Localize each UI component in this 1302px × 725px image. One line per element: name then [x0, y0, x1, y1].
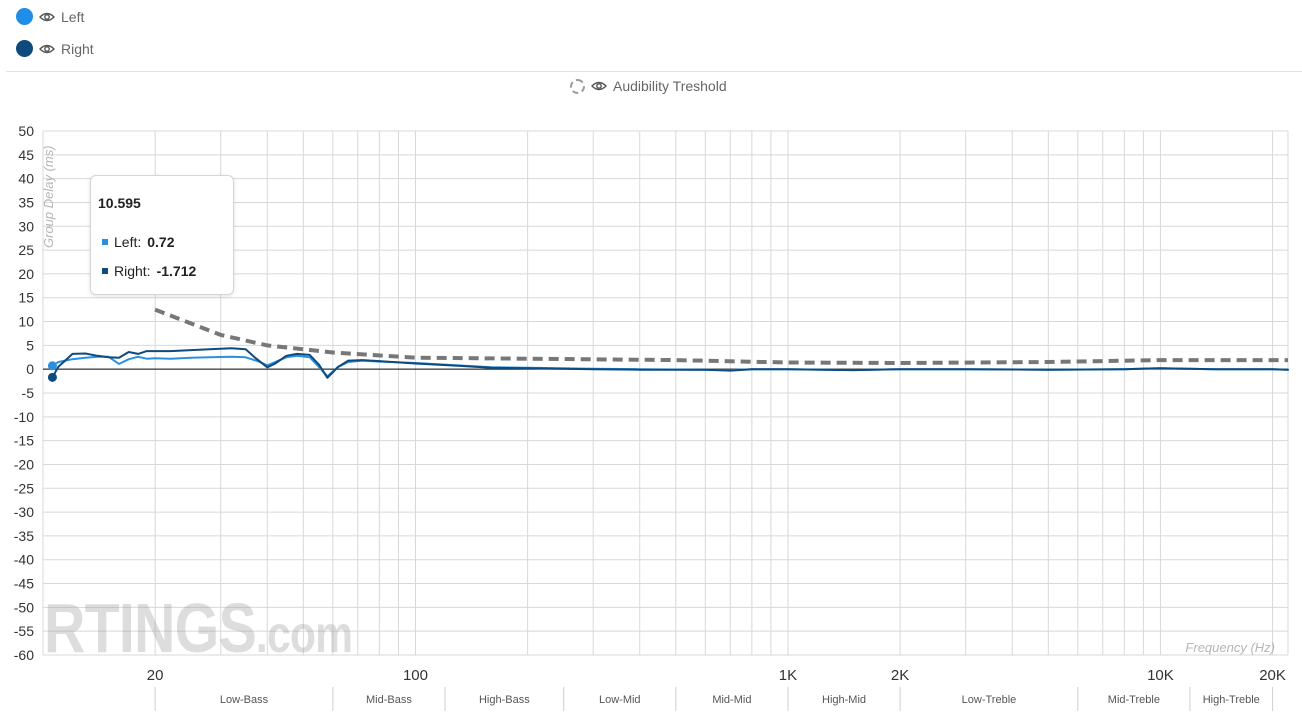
band-label: Mid-Mid: [712, 694, 751, 706]
eye-icon[interactable]: [39, 11, 55, 23]
tooltip-left-label: Left:: [114, 234, 142, 250]
y-tick-label: -55: [14, 623, 34, 639]
band-label: High-Bass: [479, 694, 530, 706]
tooltip-left-value: 0.72: [147, 234, 175, 250]
y-tick-label: 0: [26, 361, 34, 377]
band-label: Mid-Bass: [366, 694, 412, 706]
series: [47, 307, 1289, 382]
y-tick-label: 35: [18, 194, 34, 210]
eye-icon[interactable]: [39, 43, 55, 55]
y-tick-label: 45: [18, 147, 34, 163]
x-tick-label: 20K: [1259, 667, 1286, 684]
x-tick-label: 100: [403, 667, 428, 684]
y-tick-label: 5: [26, 337, 34, 353]
x-axis-label: Frequency (Hz): [1185, 640, 1275, 655]
legend-threshold-label: Audibility Treshold: [613, 78, 727, 94]
x-axis-ticks: 20 100 1K 2K 10K 20K: [147, 667, 1286, 684]
band-label: Low-Treble: [962, 694, 1017, 706]
eye-icon[interactable]: [591, 80, 607, 92]
tooltip-right-label: Right:: [114, 263, 151, 279]
band-label: High-Treble: [1203, 694, 1260, 706]
y-tick-label: 50: [18, 123, 34, 139]
tooltip-right-swatch: [102, 268, 108, 274]
x-tick-label: 10K: [1147, 667, 1174, 684]
frequency-bands: Low-Bass Mid-Bass High-Bass Low-Mid Mid-Mid H…: [154, 687, 1274, 711]
y-tick-label: 20: [18, 266, 34, 282]
hover-marker-right: [47, 372, 57, 382]
y-tick-label: 10: [18, 314, 34, 330]
tooltip-right-row: Right: -1.712: [102, 263, 196, 279]
legend-divider: [6, 71, 1302, 72]
rtings-watermark: RTINGS.com: [44, 589, 353, 667]
series-line-audibility-treshold: [154, 307, 1288, 365]
series-line-right: [51, 347, 1289, 379]
grid: [42, 130, 1289, 656]
y-tick-label: -50: [14, 599, 34, 615]
band-label: Low-Mid: [599, 694, 641, 706]
legend-left-dot: [16, 8, 33, 25]
band-label: Low-Bass: [220, 694, 269, 706]
tooltip-left-swatch: [102, 239, 108, 245]
y-tick-label: -10: [14, 409, 34, 425]
chart-tooltip: 10.595 Left: 0.72 Right: -1.712: [90, 175, 234, 295]
y-tick-label: 30: [18, 218, 34, 234]
x-tick-label: 1K: [779, 667, 797, 684]
y-tick-label: -15: [14, 433, 34, 449]
x-tick-label: 20: [147, 667, 164, 684]
y-tick-label: -45: [14, 576, 34, 592]
tooltip-frequency: 10.595: [98, 195, 141, 211]
legend-threshold[interactable]: Audibility Treshold: [570, 78, 727, 94]
band-label: Mid-Treble: [1108, 694, 1160, 706]
legend-right-label: Right: [61, 40, 94, 57]
y-tick-label: -60: [14, 647, 34, 663]
tooltip-left-row: Left: 0.72: [102, 234, 175, 250]
y-axis-label: Group Delay (ms): [41, 145, 56, 248]
y-tick-label: 25: [18, 242, 34, 258]
y-tick-label: 15: [18, 290, 34, 306]
legend-threshold-dot: [570, 78, 585, 94]
tooltip-right-value: -1.712: [156, 263, 197, 279]
y-tick-label: -35: [14, 528, 34, 544]
legend-left-label: Left: [61, 8, 85, 25]
legend-right[interactable]: Right: [16, 40, 94, 57]
hover-marker-left: [47, 361, 57, 371]
legend-left[interactable]: Left: [16, 8, 84, 25]
y-tick-label: -30: [14, 504, 34, 520]
x-tick-label: 2K: [891, 667, 909, 684]
y-tick-label: -20: [14, 456, 34, 472]
y-tick-label: -40: [14, 552, 34, 568]
y-tick-label: 40: [18, 171, 34, 187]
y-tick-label: -5: [22, 385, 35, 401]
band-label: High-Mid: [822, 694, 866, 706]
y-tick-label: -25: [14, 480, 34, 496]
y-axis-ticks: 50454035302520151050-5-10-15-20-25-30-35…: [14, 123, 34, 663]
legend-right-dot: [16, 40, 33, 57]
